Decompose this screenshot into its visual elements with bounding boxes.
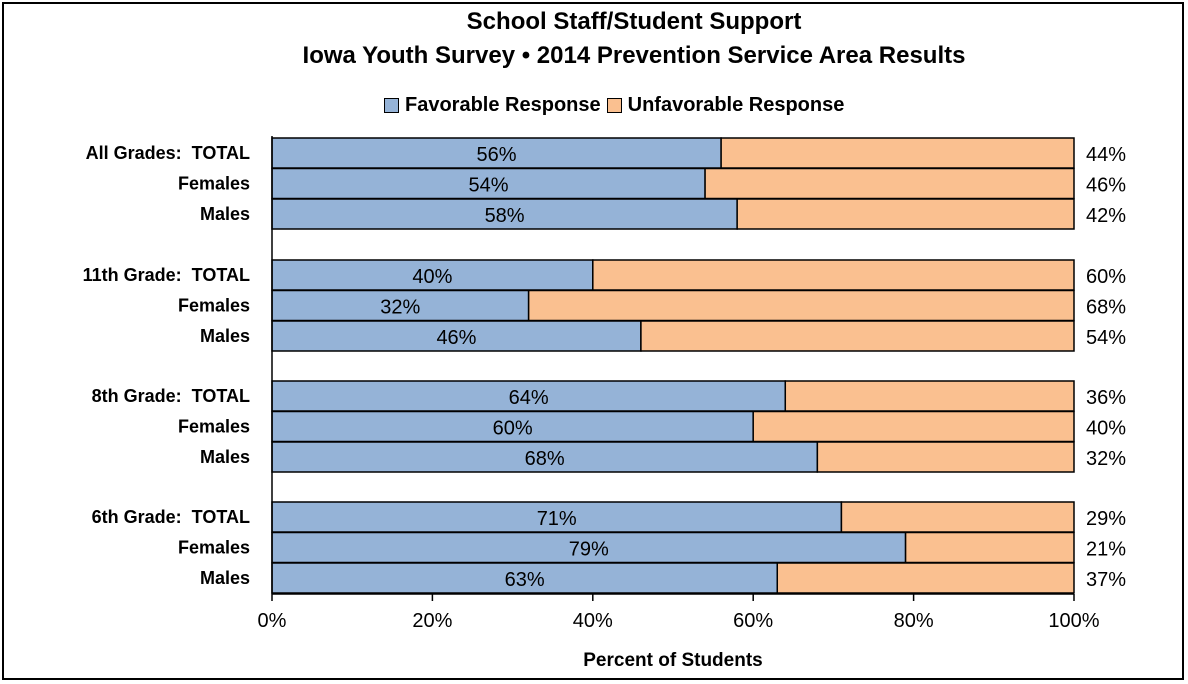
data-label-unfavorable: 32%	[1086, 448, 1126, 470]
x-axis-label: Percent of Students	[583, 650, 762, 671]
bar-favorable	[271, 380, 787, 412]
data-label-favorable: 46%	[436, 327, 476, 349]
category-label: Females	[178, 174, 250, 194]
data-label-unfavorable: 37%	[1086, 569, 1126, 591]
category-label: Males	[200, 204, 250, 224]
legend: Favorable Response Unfavorable Response	[384, 91, 850, 119]
data-label-favorable: 56%	[477, 144, 517, 166]
x-tick-label: 20%	[412, 610, 452, 632]
category-label: Males	[200, 447, 250, 467]
bar-favorable	[271, 531, 907, 564]
bar-favorable	[271, 198, 738, 230]
data-label-unfavorable: 68%	[1086, 297, 1126, 319]
bar-unfavorable	[720, 137, 1075, 169]
bar-favorable	[271, 167, 706, 200]
category-label: 11th Grade: TOTAL	[83, 265, 250, 285]
x-tick-label: 40%	[573, 610, 613, 632]
data-label-favorable: 60%	[493, 418, 533, 440]
data-label-unfavorable: 54%	[1086, 327, 1126, 349]
chart-subtitle: Iowa Youth Survey • 2014 Prevention Serv…	[302, 42, 966, 69]
data-label-favorable: 32%	[380, 297, 420, 319]
legend-swatch-unfavorable	[606, 97, 622, 113]
bar-favorable	[271, 562, 779, 594]
x-tick-label: 80%	[894, 610, 934, 632]
bar-unfavorable	[840, 501, 1075, 533]
data-label-favorable: 54%	[469, 175, 509, 197]
category-label: Females	[178, 417, 250, 437]
data-label-favorable: 68%	[525, 448, 565, 470]
legend-entry-unfavorable: Unfavorable Response	[606, 93, 845, 117]
legend-label-unfavorable: Unfavorable Response	[627, 93, 845, 116]
bar-favorable	[271, 501, 843, 533]
bar-favorable	[271, 289, 530, 322]
data-label-favorable: 40%	[412, 266, 452, 288]
category-label: All Grades: TOTAL	[86, 143, 250, 163]
bar-unfavorable	[776, 562, 1075, 594]
data-label-unfavorable: 40%	[1086, 418, 1126, 440]
x-tick-label: 100%	[1048, 610, 1099, 632]
category-label: Males	[200, 326, 250, 346]
data-label-unfavorable: 44%	[1086, 144, 1126, 166]
x-tick-label: 60%	[733, 610, 773, 632]
bar-unfavorable	[527, 289, 1075, 322]
category-label: Males	[200, 568, 250, 588]
bar-unfavorable	[752, 410, 1075, 443]
bar-unfavorable	[592, 259, 1075, 291]
bar-unfavorable	[704, 167, 1075, 200]
data-label-favorable: 79%	[569, 539, 609, 561]
data-label-unfavorable: 21%	[1086, 539, 1126, 561]
data-label-unfavorable: 36%	[1086, 387, 1126, 409]
category-label: Females	[178, 296, 250, 316]
legend-entry-favorable: Favorable Response	[384, 94, 601, 117]
data-label-unfavorable: 60%	[1086, 266, 1126, 288]
data-label-favorable: 71%	[537, 508, 577, 530]
bar-favorable	[271, 259, 594, 291]
bar-unfavorable	[816, 441, 1075, 473]
data-label-favorable: 63%	[505, 569, 545, 591]
data-label-unfavorable: 46%	[1086, 175, 1126, 197]
bar-unfavorable	[904, 531, 1075, 564]
bar-unfavorable	[736, 198, 1075, 230]
data-label-unfavorable: 29%	[1086, 508, 1126, 530]
x-tick-label: 0%	[258, 610, 287, 632]
data-label-favorable: 58%	[485, 205, 525, 227]
data-label-unfavorable: 42%	[1086, 205, 1126, 227]
bar-unfavorable	[640, 320, 1075, 352]
chart-title: School Staff/Student Support	[466, 8, 802, 35]
data-label-favorable: 64%	[509, 387, 549, 409]
category-label: Females	[178, 538, 250, 558]
legend-label-favorable: Favorable Response	[405, 93, 601, 116]
legend-swatch-favorable	[384, 97, 399, 113]
bar-unfavorable	[784, 380, 1075, 412]
category-label: 8th Grade: TOTAL	[92, 386, 250, 406]
category-label: 6th Grade: TOTAL	[92, 507, 250, 527]
